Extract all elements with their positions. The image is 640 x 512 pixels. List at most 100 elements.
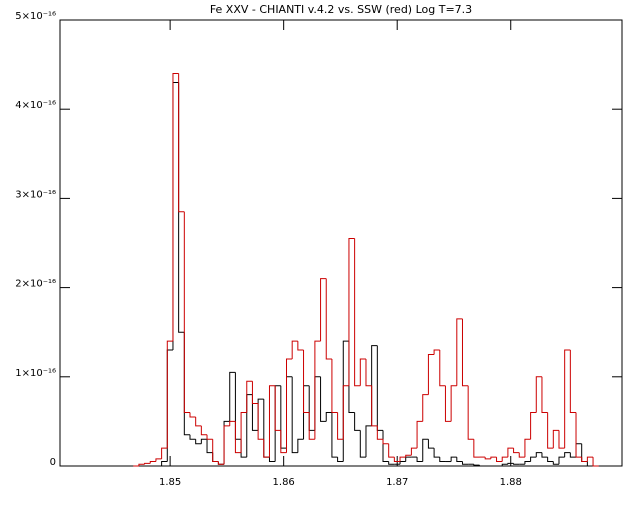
step-segment <box>348 238 355 386</box>
step-segment <box>558 430 565 449</box>
step-segment <box>405 454 412 458</box>
step-segment <box>195 439 202 445</box>
step-segment <box>410 447 418 456</box>
x-tick-label: 1.85 <box>159 477 181 488</box>
step-segment <box>291 340 298 359</box>
step-segment <box>513 463 520 465</box>
step-segment <box>388 461 395 465</box>
step-segment <box>416 457 423 463</box>
step-segment <box>303 350 310 413</box>
step-segment <box>178 73 185 213</box>
step-segment <box>524 461 531 465</box>
step-segment <box>161 447 168 459</box>
step-segment <box>268 457 276 463</box>
step-segment <box>155 458 162 462</box>
step-segment <box>308 412 315 440</box>
step-segment <box>195 416 202 427</box>
x-tick-label: 1.86 <box>273 477 295 488</box>
step-segment <box>268 385 276 458</box>
step-segment <box>444 385 452 422</box>
step-segment <box>217 461 225 465</box>
step-segment <box>456 457 463 463</box>
step-segment <box>365 425 372 458</box>
step-segment <box>569 452 577 458</box>
step-segment <box>569 350 577 413</box>
step-segment <box>461 461 469 465</box>
step-segment <box>547 412 554 449</box>
step-segment <box>558 456 565 465</box>
step-segment <box>291 376 298 454</box>
step-segment <box>507 462 514 465</box>
step-segment <box>138 463 145 466</box>
step-segment <box>399 456 406 462</box>
step-segment <box>416 420 423 449</box>
step-segment <box>473 464 480 466</box>
step-segment <box>206 439 213 454</box>
step-segment <box>149 461 156 464</box>
step-segment <box>365 358 372 387</box>
step-segment <box>331 358 338 413</box>
step-segment <box>524 438 531 458</box>
step-segment <box>337 412 344 440</box>
step-segment <box>246 380 253 413</box>
step-segment <box>320 376 327 422</box>
step-segment <box>251 394 259 431</box>
y-tick-label: 1×10⁻¹⁶ <box>15 368 56 379</box>
step-segment <box>592 457 599 467</box>
step-segment <box>388 443 395 458</box>
step-segment <box>274 385 281 431</box>
step-segment <box>229 420 236 426</box>
step-segment <box>342 385 349 440</box>
step-segment <box>552 461 559 465</box>
step-segment <box>320 278 327 342</box>
step-segment <box>206 434 213 440</box>
step-segment <box>240 411 247 453</box>
step-segment <box>479 465 486 467</box>
step-segment <box>325 411 332 422</box>
step-segment <box>331 412 338 458</box>
step-segment <box>564 349 571 449</box>
step-segment <box>393 457 401 463</box>
y-tick-label: 0 <box>50 457 56 468</box>
step-segment <box>496 457 503 463</box>
step-segment <box>286 358 293 453</box>
step-segment <box>433 448 440 458</box>
y-tick-label: 2×10⁻¹⁶ <box>15 279 56 290</box>
step-segment <box>450 385 457 422</box>
step-segment <box>422 394 429 422</box>
step-segment <box>507 447 514 458</box>
step-segment <box>501 463 508 466</box>
step-segment <box>172 73 179 342</box>
step-segment <box>439 457 446 463</box>
step-segment <box>337 457 344 463</box>
step-segment <box>189 434 196 440</box>
y-tick-label: 3×10⁻¹⁶ <box>15 189 56 200</box>
step-segment <box>530 411 537 440</box>
step-segment <box>484 457 491 460</box>
step-segment <box>144 462 151 465</box>
step-segment <box>354 238 361 387</box>
step-segment <box>161 461 168 466</box>
step-segment <box>200 438 208 444</box>
step-segment <box>513 448 520 454</box>
step-segment <box>547 457 554 463</box>
y-tick-label: 5×10⁻¹⁶ <box>15 11 56 22</box>
step-segment <box>439 350 446 387</box>
step-segment <box>257 403 264 440</box>
step-segment <box>461 318 469 387</box>
chart-title: Fe XXV - CHIANTI v.4.2 vs. SSW (red) Log… <box>210 3 472 16</box>
step-segment <box>297 438 304 453</box>
step-segment <box>535 452 542 458</box>
step-segment <box>223 425 230 465</box>
step-segment <box>200 425 208 436</box>
step-segment <box>501 456 508 462</box>
step-segment <box>541 452 548 458</box>
step-segment <box>586 456 594 462</box>
step-segment <box>325 278 332 360</box>
step-segment <box>530 456 537 462</box>
step-segment <box>359 358 366 386</box>
step-segment <box>263 439 270 458</box>
step-segment <box>427 439 435 449</box>
